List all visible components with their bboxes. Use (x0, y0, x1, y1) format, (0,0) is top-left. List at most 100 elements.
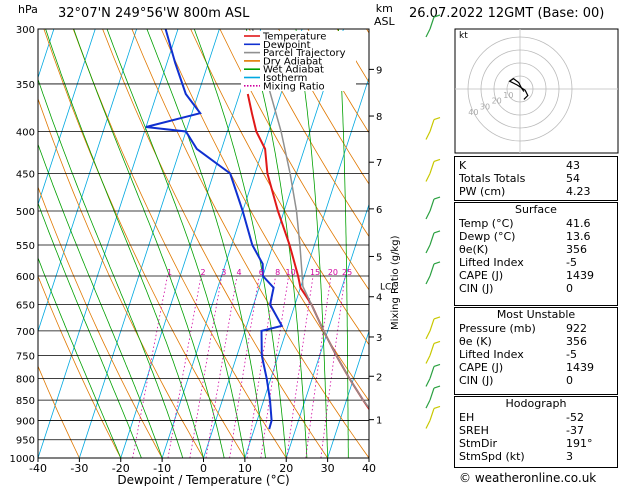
row-value: 4.23 (566, 185, 591, 198)
hodograph-ring-label: 20 (492, 97, 502, 106)
km-tick-label: 6 (376, 205, 382, 216)
surface-row: CAPE (J) 1439 (455, 269, 617, 282)
row-value: 191° (566, 437, 593, 450)
pressure-tick-label: 300 (16, 25, 35, 36)
pressure-tick-label: 500 (16, 207, 35, 218)
hodograph-ring (506, 75, 534, 103)
wind-barb-flag (433, 196, 441, 200)
km-tick-label: 5 (376, 252, 382, 263)
hodograph-ring (493, 62, 547, 116)
series-dewpoint (145, 29, 284, 430)
temperature-tick-label: -40 (29, 462, 47, 475)
surface-row: CIN (J) 0 (455, 282, 617, 295)
pressure-tick-label: 400 (16, 128, 35, 139)
lcl-label: LCL (380, 283, 396, 293)
pressure-tick-label: 850 (16, 396, 35, 407)
wind-barb (425, 405, 441, 429)
row-label: CIN (J) (459, 282, 494, 295)
row-value: -37 (566, 424, 584, 437)
row-label: StmSpd (kt) (459, 450, 525, 463)
wind-barb-staff (429, 16, 435, 30)
wind-barb-staff (429, 232, 435, 246)
legend-label: Wet Adiabat (263, 65, 324, 76)
hodograph-table: Hodograph EH -52 SREH -37 StmDir 191° StmSpd (k… (454, 396, 618, 468)
unstable-row: CIN (J) 0 (455, 374, 617, 387)
wind-barb-staff (429, 408, 435, 421)
temperature-tick-label: 0 (200, 462, 207, 475)
km-tick-label: 8 (376, 112, 382, 123)
wind-barb-tail (425, 355, 431, 364)
row-value: -5 (566, 256, 577, 269)
isotherm-line (161, 29, 303, 458)
surface-row: Temp (°C) 41.6 (455, 217, 617, 230)
row-label: Totals Totals (459, 172, 526, 185)
pressure-tick-label: 650 (16, 301, 35, 312)
km-tick-label: 3 (376, 333, 382, 344)
x-axis-title: Dewpoint / Temperature (°C) (117, 473, 289, 486)
pressure-tick-label: 550 (16, 241, 35, 252)
indices-row: PW (cm) 4.23 (455, 185, 617, 198)
km-tick-label: 4 (376, 293, 382, 304)
isotherm-line (38, 29, 179, 458)
mixing-ratio-label: 6 (259, 268, 264, 277)
surface-row: Lifted Index -5 (455, 256, 617, 269)
wind-barb-tail (425, 131, 431, 140)
hodograph-title: Hodograph (505, 397, 567, 410)
km-tick-label: 9 (376, 65, 382, 76)
isotherm-line (327, 329, 369, 458)
dry-adiabat-line (190, 29, 369, 346)
hodograph-ring (467, 36, 573, 142)
isotherm-line (120, 29, 262, 458)
unstable-row: Lifted Index -5 (455, 348, 617, 361)
row-value: 922 (566, 322, 587, 335)
km-tick-label: 1 (376, 416, 382, 427)
temperature-tick-label: 40 (362, 462, 376, 475)
legend-label: Isotherm (263, 73, 307, 84)
hodograph-row: SREH -37 (455, 424, 617, 437)
wet-adiabat-line (245, 29, 308, 458)
wind-barb-staff (429, 387, 435, 401)
forecast-time: 26.07.2022 12GMT (Base: 00) (409, 6, 605, 21)
hodograph-frame (454, 28, 619, 154)
row-value: 356 (566, 243, 587, 256)
isotherm-line (38, 29, 96, 206)
wind-barb-tail (425, 210, 431, 220)
unstable-row: θe (K) 356 (455, 335, 617, 348)
wind-barb-flag (433, 158, 441, 163)
row-value: 1439 (566, 269, 594, 282)
wind-barb-tail (425, 244, 431, 254)
wind-barb-tail (425, 28, 431, 38)
hodograph-trace (508, 77, 529, 100)
row-label: CIN (J) (459, 374, 494, 387)
wet-adiabat-line (38, 78, 184, 458)
row-value: 0 (566, 282, 573, 295)
isotherm-line (285, 203, 369, 458)
row-value: 3 (566, 450, 573, 463)
hodograph-ring-label: 10 (503, 91, 513, 100)
wind-barb-staff (429, 318, 435, 332)
pressure-unit-label: hPa (18, 3, 38, 16)
hodograph-ring-label: 30 (480, 102, 490, 111)
row-label: PW (cm) (459, 185, 506, 198)
wind-barb-staff (429, 366, 435, 379)
wind-barb (425, 340, 441, 364)
wind-barb-flag (433, 116, 441, 121)
wind-barb-flag (433, 363, 441, 368)
wet-adiabat-line (73, 29, 225, 458)
row-value: -5 (566, 348, 577, 361)
row-label: θe(K) (459, 243, 489, 256)
pressure-tick-label: 1000 (10, 454, 35, 465)
temperature-tick-label: -10 (153, 462, 171, 475)
wind-barb (425, 196, 441, 220)
indices-row: Totals Totals 54 (455, 172, 617, 185)
unstable-row: Pressure (mb) 922 (455, 322, 617, 335)
hodograph-ring (480, 49, 560, 129)
pressure-tick-label: 950 (16, 436, 35, 447)
wind-barb (425, 316, 441, 340)
hodograph-row: StmSpd (kt) 3 (455, 450, 617, 463)
row-value: 54 (566, 172, 580, 185)
wet-adiabat-line (338, 29, 349, 458)
